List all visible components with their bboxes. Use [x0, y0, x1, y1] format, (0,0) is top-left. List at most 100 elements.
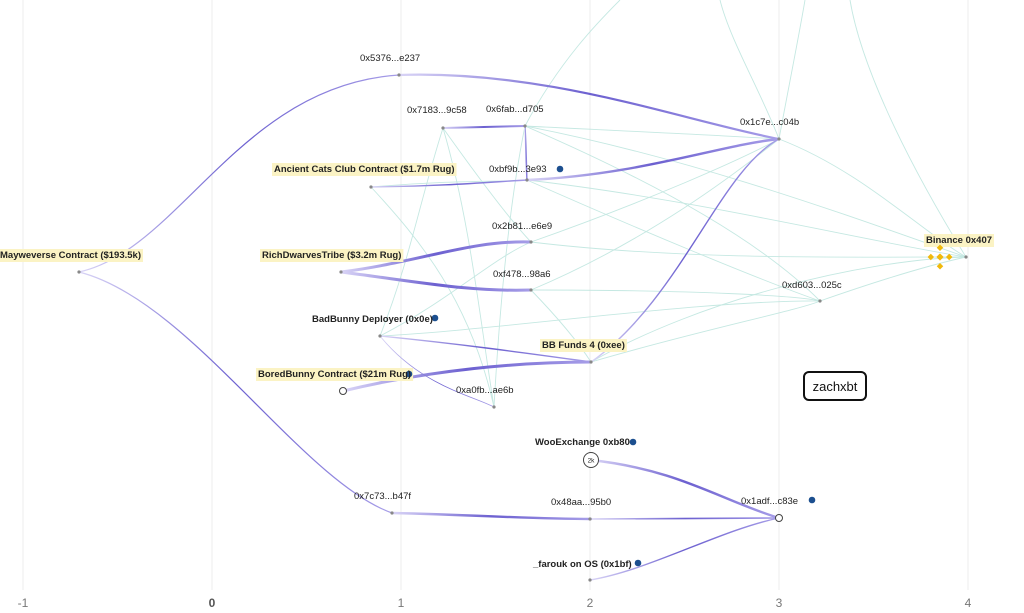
- edge: [524, 125, 821, 302]
- hollow-node[interactable]: [339, 387, 347, 395]
- node-label-0x5376[interactable]: 0x5376...e237: [360, 53, 420, 64]
- node-label-0x7183[interactable]: 0x7183...9c58: [407, 105, 467, 116]
- faint-edge-group: [370, 0, 967, 408]
- edge: [524, 125, 780, 140]
- node-label-0xf478[interactable]: 0xf478...98a6: [493, 269, 551, 280]
- node-label-0x1adf[interactable]: 0x1adf...c83e: [741, 496, 798, 507]
- edge: [524, 125, 528, 181]
- node-dot[interactable]: [492, 405, 496, 409]
- edge: [78, 271, 393, 514]
- edge: [590, 300, 821, 363]
- count-badge[interactable]: 2k: [583, 452, 599, 468]
- edge: [341, 360, 593, 393]
- label-highlights: [0, 163, 995, 381]
- axis-tick-label: 2: [587, 596, 594, 610]
- node-dot[interactable]: [588, 517, 592, 521]
- label-highlight: [540, 339, 627, 352]
- node-dot[interactable]: [588, 578, 592, 582]
- node-dot[interactable]: [525, 178, 529, 182]
- edge: [589, 517, 780, 581]
- edge: [719, 0, 780, 140]
- edge: [530, 138, 780, 291]
- axis-tick-label: -1: [18, 596, 29, 610]
- node-dot[interactable]: [441, 126, 445, 130]
- marker-dot: [556, 165, 564, 173]
- marker-dots: [405, 165, 816, 567]
- node-label-0xd603[interactable]: 0xd603...025c: [782, 280, 842, 291]
- edge: [526, 179, 967, 258]
- edge: [379, 335, 495, 408]
- node-label-0x6fab[interactable]: 0x6fab...d705: [486, 104, 544, 115]
- node-label-0x2b81[interactable]: 0x2b81...e6e9: [492, 221, 552, 232]
- edge: [370, 179, 528, 188]
- hollow-node[interactable]: [775, 514, 783, 522]
- node-label-wooexchange[interactable]: WooExchange 0xb80: [535, 437, 630, 448]
- node-label-binance[interactable]: Binance 0x407: [926, 235, 992, 246]
- edge: [524, 125, 967, 258]
- node-dot[interactable]: [339, 270, 343, 274]
- edge: [379, 300, 821, 337]
- node-dot[interactable]: [369, 185, 373, 189]
- label-highlight: [272, 163, 457, 176]
- node-label-ancient-cats[interactable]: Ancient Cats Club Contract ($1.7m Rug): [274, 164, 455, 175]
- label-highlight: [0, 249, 143, 262]
- node-label-boredbunny[interactable]: BoredBunny Contract ($21m Rug): [258, 369, 411, 380]
- node-label-0xa0fb[interactable]: 0xa0fb...ae6b: [456, 385, 514, 396]
- node-label-0xbf9b[interactable]: 0xbf9b...3e93: [489, 164, 547, 175]
- grid-lines: [22, 0, 969, 590]
- marker-dot: [405, 370, 413, 378]
- node-label-bbfunds[interactable]: BB Funds 4 (0xee): [542, 340, 625, 351]
- label-highlight: [260, 249, 404, 262]
- edge: [339, 270, 533, 292]
- x-axis: -1 0 1 2 3 4: [18, 596, 972, 610]
- axis-tick-label: 1: [398, 596, 405, 610]
- node-label-mayweverse[interactable]: Mayweverse Contract ($193.5k): [0, 250, 141, 261]
- count-badge-text: 2k: [588, 458, 596, 465]
- node-label-richdwarves[interactable]: RichDwarvesTribe ($3.2m Rug): [262, 250, 401, 261]
- edge: [442, 125, 526, 129]
- node-label-0x7c73[interactable]: 0x7c73...b47f: [354, 491, 411, 502]
- label-highlight: [924, 234, 995, 247]
- edge: [530, 241, 967, 258]
- edge: [590, 256, 967, 363]
- axis-tick-label: 3: [776, 596, 783, 610]
- edge: [530, 138, 780, 243]
- edge: [819, 256, 967, 302]
- edge: [778, 0, 806, 140]
- label-highlight: [256, 368, 414, 381]
- node-label-0x48aa[interactable]: 0x48aa...95b0: [551, 497, 611, 508]
- node-dot[interactable]: [523, 124, 527, 128]
- marker-dot: [634, 559, 642, 567]
- node-dot[interactable]: [777, 137, 781, 141]
- node-dot[interactable]: [589, 360, 593, 364]
- watermark-badge: zachxbt: [803, 371, 867, 401]
- node-dot[interactable]: [378, 334, 382, 338]
- node-dots: [77, 73, 968, 582]
- edge: [442, 127, 532, 243]
- node-label-badbunny[interactable]: BadBunny Deployer (0x0e): [312, 314, 433, 325]
- edge: [526, 179, 821, 302]
- edge: [530, 289, 821, 302]
- node-dot[interactable]: [397, 73, 401, 77]
- node-dot[interactable]: [818, 299, 822, 303]
- node-dot[interactable]: [529, 240, 533, 244]
- node-labels: Mayweverse Contract ($193.5k) 0x5376...e…: [0, 53, 992, 570]
- edge: [339, 240, 533, 274]
- marker-dot: [431, 314, 439, 322]
- node-dot[interactable]: [964, 255, 968, 259]
- node-dot[interactable]: [529, 288, 533, 292]
- node-dot[interactable]: [390, 511, 394, 515]
- edge: [379, 335, 592, 363]
- edge: [590, 517, 780, 520]
- node-label-farouk[interactable]: _farouk on OS (0x1bf): [532, 559, 632, 570]
- edge: [524, 0, 621, 127]
- node-label-0x1c7e[interactable]: 0x1c7e...c04b: [740, 117, 799, 128]
- edge: [590, 138, 780, 363]
- edge: [525, 137, 781, 182]
- edge: [849, 0, 967, 258]
- axis-tick-label: 0: [209, 596, 216, 610]
- edge: [397, 73, 781, 141]
- node-dot[interactable]: [77, 270, 81, 274]
